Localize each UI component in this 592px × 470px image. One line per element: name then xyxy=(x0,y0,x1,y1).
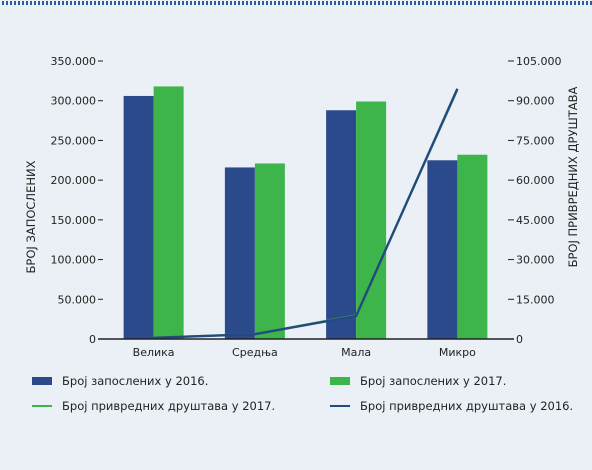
legend-label: Број привредних друштава у 2017. xyxy=(62,399,276,413)
y-tick-label: 50.000 xyxy=(58,293,97,306)
bar-employees-2016 xyxy=(224,167,255,339)
y2-tick-label: 60.000 xyxy=(516,174,555,187)
bar-employees-2016 xyxy=(326,110,357,339)
y2-tick-label: 30.000 xyxy=(516,254,555,267)
bar-employees-2017 xyxy=(356,101,387,339)
category-label: Микро xyxy=(439,346,476,359)
left-axis-ticks: 0 50.000 100.000 150.000 200.000 250.000 300.0… xyxy=(51,55,103,346)
y-tick-label: 300.000 xyxy=(51,95,97,108)
category-labels: Велика Средња Мала Микро xyxy=(133,346,476,359)
bar-employees-2017 xyxy=(153,86,184,339)
line-companies-2016 xyxy=(153,88,459,340)
legend-label: Број запослених у 2016. xyxy=(62,374,209,388)
y2-tick-label: 75.000 xyxy=(516,134,555,147)
category-label: Мала xyxy=(341,346,371,359)
y-tick-label: 150.000 xyxy=(51,214,97,227)
legend-swatch-bar-2017 xyxy=(330,377,350,385)
lines xyxy=(153,88,459,340)
legend-swatch-line-2016 xyxy=(330,405,350,407)
y-axis-title: БРОЈ ЗАПОСЛЕНИХ xyxy=(24,160,38,273)
y2-axis-title: БРОЈ ПРИВРЕДНИХ ДРУШТАВА xyxy=(566,86,580,267)
legend-companies-2017: Број привредних друштава у 2017. xyxy=(32,399,275,413)
category-label: Велика xyxy=(133,346,175,359)
y2-tick-label: 90.000 xyxy=(516,95,555,108)
legend-label: Број привредних друштава у 2016. xyxy=(360,399,574,413)
y-tick-label: 100.000 xyxy=(51,254,97,267)
y2-tick-label: 0 xyxy=(516,333,523,346)
bars xyxy=(123,86,488,339)
y-tick-label: 250.000 xyxy=(51,134,97,147)
legend-employees-2017: Број запослених у 2017. xyxy=(330,374,506,388)
legend-label: Број запослених у 2017. xyxy=(360,374,507,388)
line-companies-2017 xyxy=(153,89,459,339)
y2-tick-label: 15.000 xyxy=(516,293,555,306)
y-tick-label: 0 xyxy=(89,333,96,346)
legend-swatch-line-2017 xyxy=(32,405,52,407)
legend-employees-2016: Број запослених у 2016. xyxy=(32,374,208,388)
legend-swatch-bar-2016 xyxy=(32,377,52,385)
bar-employees-2017 xyxy=(457,154,488,339)
bar-employees-2016 xyxy=(123,95,154,339)
y-tick-label: 200.000 xyxy=(51,174,97,187)
bar-employees-2016 xyxy=(427,160,458,339)
y2-tick-label: 45.000 xyxy=(516,214,555,227)
legend-companies-2016: Број привредних друштава у 2016. xyxy=(330,399,573,413)
y-tick-label: 350.000 xyxy=(51,55,97,68)
category-label: Средња xyxy=(232,346,278,359)
right-axis-ticks: 0 15.000 30.000 45.000 60.000 75.000 90.000 105… xyxy=(508,55,562,346)
y2-tick-label: 105.000 xyxy=(516,55,562,68)
bar-line-chart: 0 50.000 100.000 150.000 200.000 250.000 300.0… xyxy=(24,55,580,359)
bar-employees-2017 xyxy=(254,163,285,339)
